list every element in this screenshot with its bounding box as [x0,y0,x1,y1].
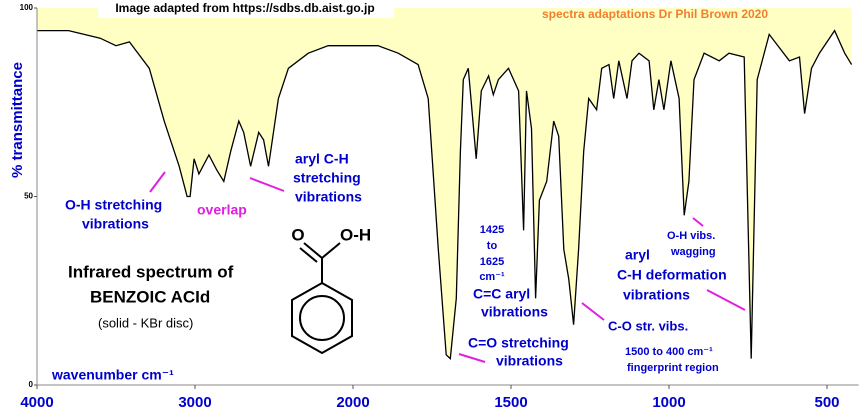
header-background [98,0,394,18]
pointer-line [149,171,166,193]
annotation: wagging [670,246,716,258]
y-tick-label: 100 [20,3,34,12]
spectrum-line [37,29,853,360]
annotation: aryl C-H [295,151,349,167]
bond [303,242,323,259]
annotation: Infrared spectrum of [68,262,234,281]
annotation: vibrations [623,287,690,303]
pointer-line [706,289,746,311]
annotation: (solid - KBr disc) [98,315,193,330]
structure-label: O [291,225,304,244]
x-tick-label: 500 [814,394,839,411]
annotation: 1500 to 400 cm⁻¹ [625,346,713,358]
pointer-line [692,217,704,227]
x-axis-label: wavenumber cm⁻¹ [51,367,174,383]
annotation: vibrations [496,353,563,369]
annotation: C=C aryl [473,286,530,302]
annotation: cm⁻¹ [479,271,505,283]
annotation: C=O stretching [468,335,569,351]
y-tick-label: 50 [24,192,33,201]
x-tick-label: 1500 [494,394,527,411]
pointer-line [249,177,285,192]
annotation: vibrations [82,216,149,232]
x-tick-label: 4000 [20,394,53,411]
annotation: O-H vibs. [667,230,715,242]
y-tick-label: 0 [29,380,34,389]
annotation: BENZOIC ACId [90,287,210,306]
annotation: spectra adaptations Dr Phil Brown 2020 [542,7,768,21]
annotation: stretching [293,170,361,186]
y-axis-label: % transmittance [9,62,26,178]
aromatic-circle [299,295,345,341]
annotation: C-H deformation [617,267,727,283]
annotation: fingerprint region [627,362,719,374]
benzene-ring [291,281,353,355]
annotation: Image adapted from https://sdbs.db.aist.… [115,1,374,15]
annotation: to [487,240,498,252]
bond [299,247,318,263]
x-tick-label: 1000 [652,394,685,411]
transmittance-area [37,8,852,359]
x-tick-label: 2000 [336,394,369,411]
bond [321,242,341,259]
annotation: vibrations [481,304,548,320]
x-tick-label: 3000 [178,394,211,411]
annotation: 1625 [480,256,504,268]
pointer-line [458,353,486,363]
annotation: vibrations [295,189,362,205]
annotation: overlap [197,202,247,218]
annotation: O-H stretching [65,197,162,213]
structure-label: O-H [340,225,371,244]
benzoic-acid-structure [291,242,353,355]
annotation: aryl [625,247,650,263]
annotation: C-O str. vibs. [608,318,688,333]
pointer-line [581,302,605,321]
annotation: 1425 [480,224,504,236]
